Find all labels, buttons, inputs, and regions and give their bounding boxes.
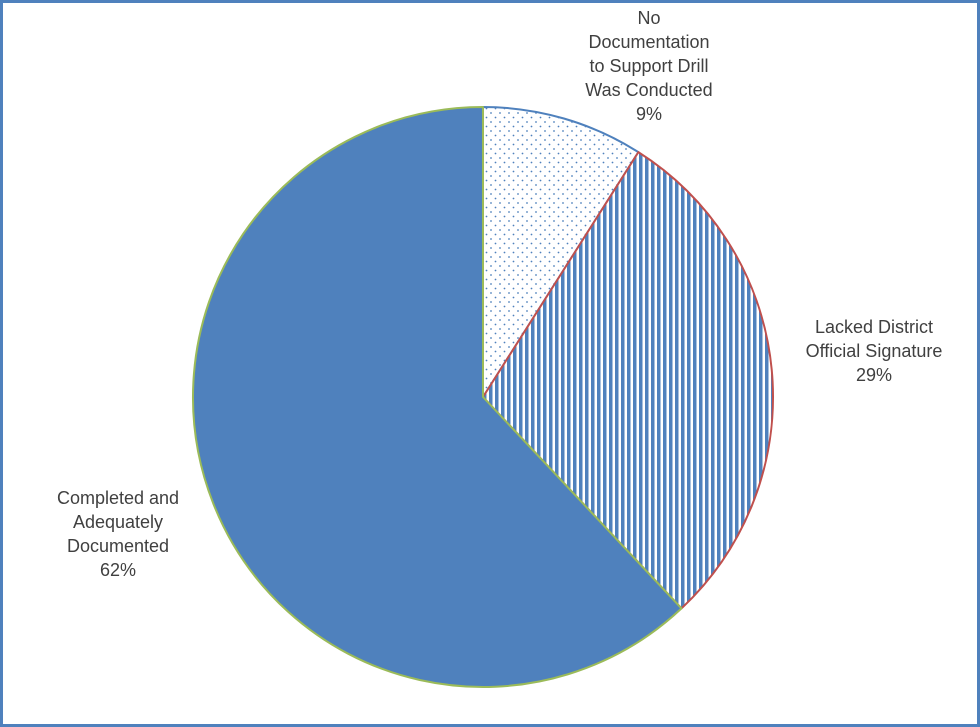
pie-slices: [192, 106, 775, 688]
slice-label-line: No: [637, 8, 661, 28]
slice-label-line: Documentation: [588, 32, 710, 52]
pie-slice-1: [482, 151, 775, 610]
slice-label-lacked-signature: Lacked District Official Signature 29%: [784, 315, 964, 387]
slice-label-completed: Completed and Adequately Documented 62%: [28, 486, 208, 582]
slice-label-line: Completed and: [56, 488, 180, 508]
slice-percent: 9%: [635, 104, 662, 124]
slice-percent: 62%: [99, 560, 137, 580]
slice-label-line: Documented: [66, 536, 170, 556]
slice-label-line: Was Conducted: [585, 80, 713, 100]
pie-slice-2: [192, 106, 683, 688]
slice-label-line: to Support Drill: [589, 56, 709, 76]
pie-chart: [192, 106, 775, 688]
slice-label-line: Official Signature: [805, 341, 943, 361]
slice-label-line: Adequately: [72, 512, 164, 532]
pie-slice-0: [482, 106, 640, 398]
slice-label-no-documentation: No Documentation to Support Drill Was Co…: [569, 6, 729, 126]
slice-percent: 29%: [855, 365, 893, 385]
slice-label-line: Lacked District: [814, 317, 934, 337]
